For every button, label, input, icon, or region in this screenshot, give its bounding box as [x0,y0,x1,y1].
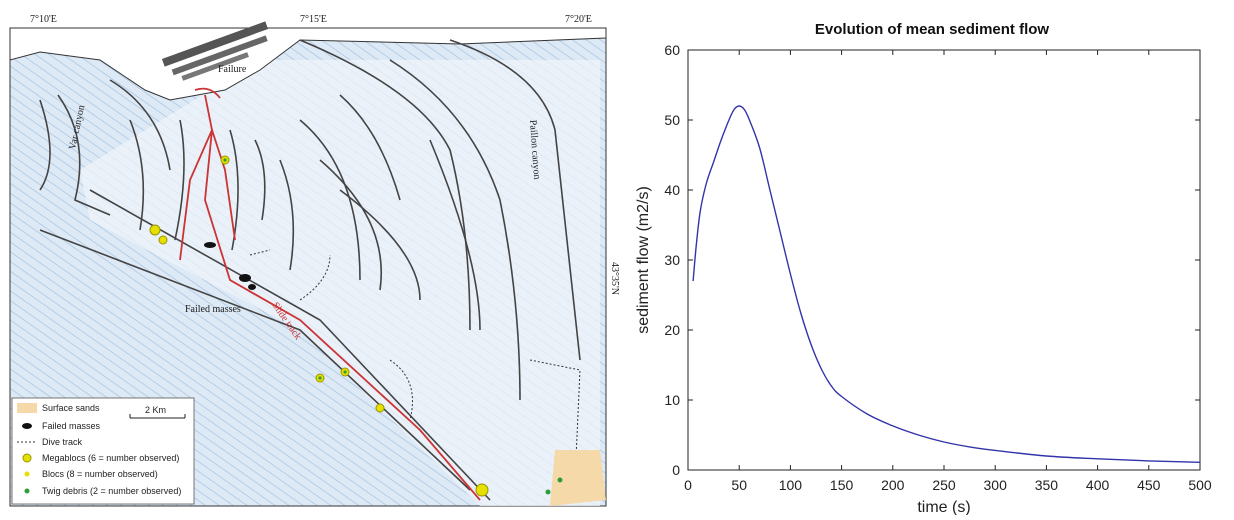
y-tick-label: 10 [664,392,680,408]
legend-blocs: Blocs (8 = number observed) [42,469,158,479]
bathymetry-map: 7°10'E 7°15'E 7°20'E 43°35'N Failure Var… [9,14,620,507]
map-panel: 7°10'E 7°15'E 7°20'E 43°35'N Failure Var… [0,0,620,515]
x-tick-label: 500 [1188,477,1212,493]
x-tick-label: 150 [830,477,854,493]
chart-panel: Evolution of mean sediment flow 0 50 100 15… [620,0,1234,516]
chart-title: Evolution of mean sediment flow [815,21,1050,38]
coastline [9,27,607,101]
y-tick-label: 30 [664,252,680,268]
slope-area [80,60,600,506]
y-tick-label: 40 [664,182,680,198]
plot-area [687,49,1201,471]
lon-label-2: 7°15'E [300,14,327,25]
y-tick-label: 60 [664,42,680,58]
x-axis-label: time (s) [917,499,970,515]
canyon-lines [39,39,581,501]
dive-tracks [249,249,581,481]
legend-failed-masses: Failed masses [42,421,101,431]
x-tick-label: 0 [684,477,692,493]
airport-icon [161,21,269,81]
megabloc-markers [149,155,489,497]
lon-label-3: 7°20'E [565,14,592,25]
map-legend: Surface sands Failed masses Dive track M… [11,397,195,505]
lon-label-1: 7°10'E [30,14,57,25]
x-tick-label: 100 [779,477,803,493]
x-axis: 0 50 100 150 200 250 300 350 400 450 500 [684,50,1212,493]
twig-debris-markers [223,158,563,495]
x-tick-label: 350 [1035,477,1059,493]
y-axis: 0 10 20 30 40 50 60 [664,42,1200,478]
y-axis-label: sediment flow (m2/s) [635,186,652,334]
legend-surface-sands: Surface sands [42,403,100,413]
y-tick-label: 20 [664,322,680,338]
y-tick-label: 50 [664,112,680,128]
series-line [692,105,1201,463]
failed-masses-markers [204,242,256,290]
failed-masses-label: Failed masses [185,304,241,315]
slide-track [179,87,481,501]
lat-label: 43°35'N [609,262,620,295]
legend-dive-track: Dive track [42,437,83,447]
x-tick-label: 200 [881,477,905,493]
legend-megablocs: Megablocs (6 = number observed) [42,453,179,463]
surface-sands-area [550,450,606,506]
failure-label: Failure [218,64,247,75]
sediment-flow-chart: Evolution of mean sediment flow 0 50 100 15… [635,21,1212,516]
y-tick-label: 0 [672,462,680,478]
paillon-canyon-label: Paillon canyon [527,119,542,179]
legend-twig-debris: Twig debris (2 = number observed) [42,486,181,496]
x-tick-label: 250 [932,477,956,493]
x-tick-label: 50 [731,477,747,493]
x-tick-label: 450 [1137,477,1161,493]
x-tick-label: 300 [984,477,1008,493]
x-tick-label: 400 [1086,477,1110,493]
scale-bar-label: 2 Km [145,405,166,415]
